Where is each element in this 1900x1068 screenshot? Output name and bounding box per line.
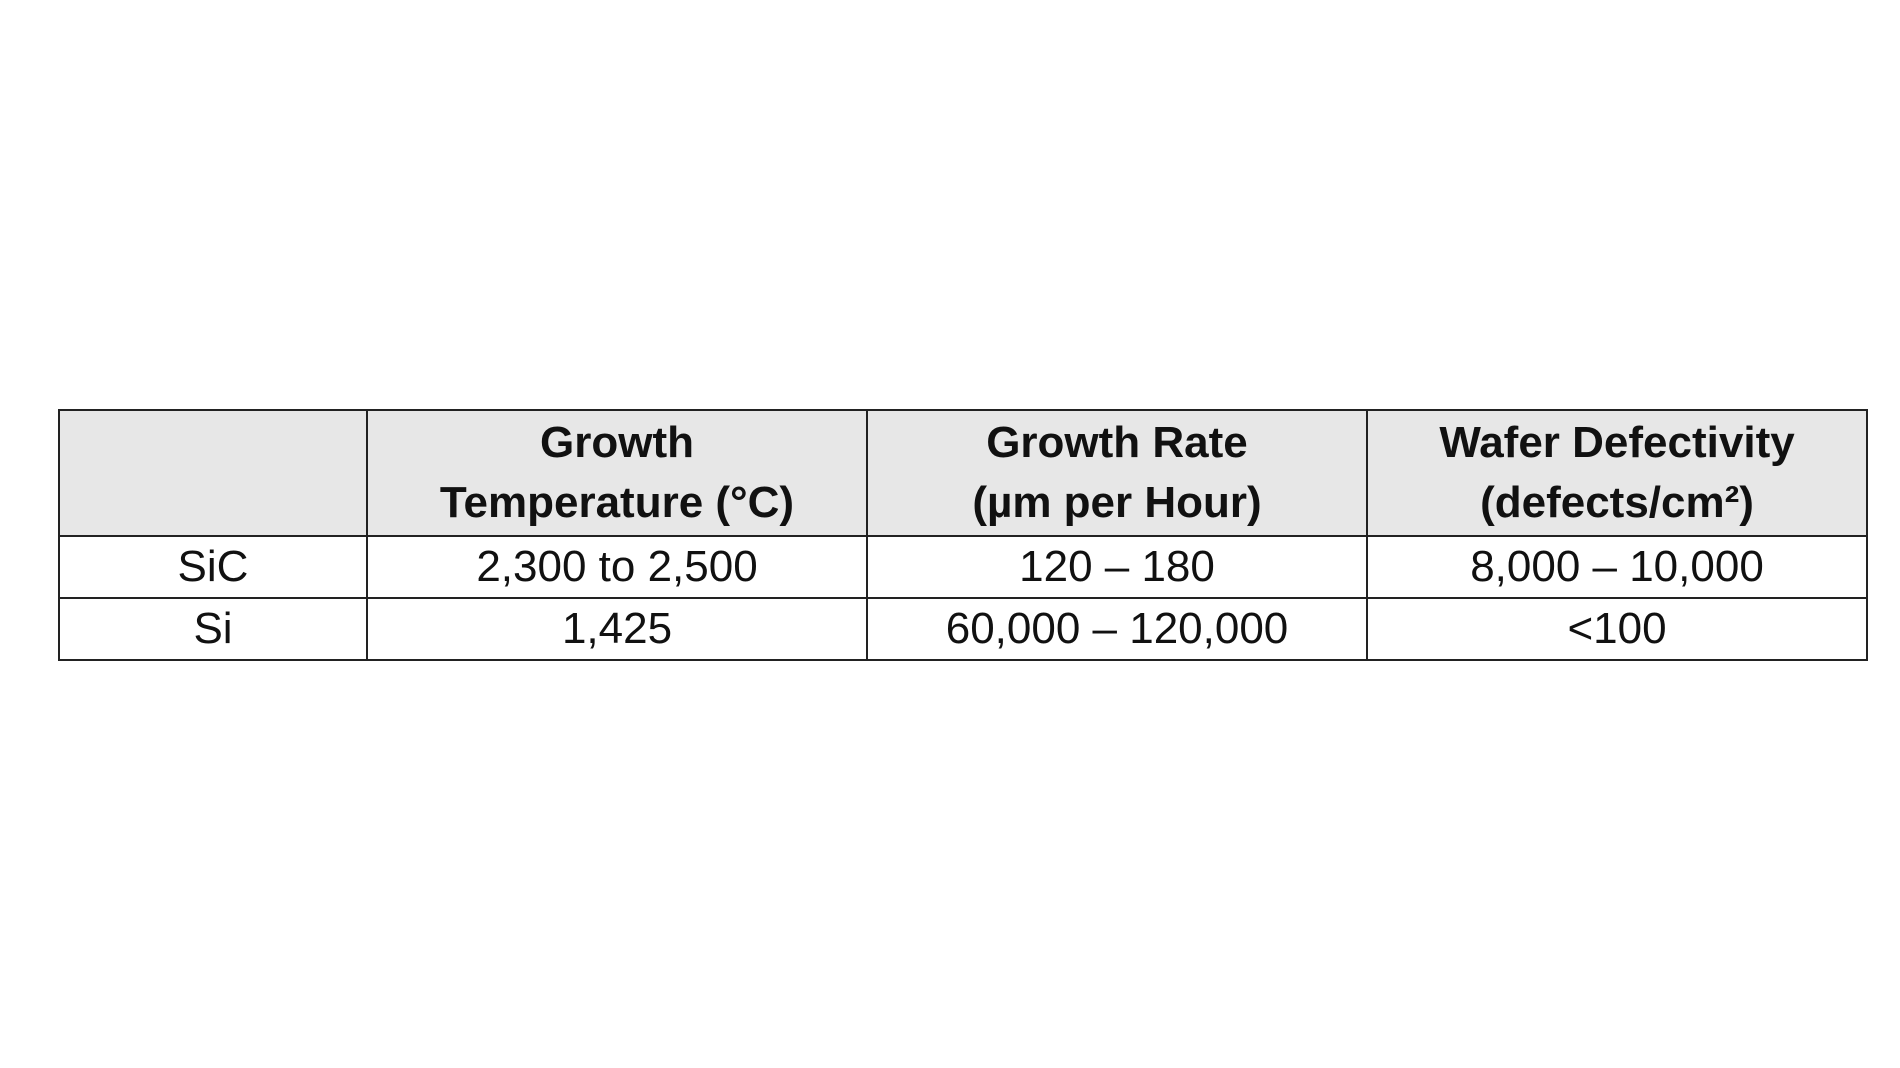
growth-rate-cell: 60,000 – 120,000: [866, 597, 1368, 661]
defectivity-cell: 8,000 – 10,000: [1366, 535, 1868, 599]
header-line: (µm per Hour): [972, 478, 1262, 527]
table-row: SiC 2,300 to 2,500 120 – 180 8,000 – 10,…: [58, 535, 1868, 599]
growth-rate-cell: 120 – 180: [866, 535, 1368, 599]
header-line: (defects/cm²): [1480, 478, 1754, 527]
defectivity-cell: <100: [1366, 597, 1868, 661]
header-row: Growth Temperature (°C) Growth Rate (µm …: [58, 409, 1868, 537]
header-growth-rate: Growth Rate (µm per Hour): [866, 409, 1368, 537]
comparison-table: Growth Temperature (°C) Growth Rate (µm …: [58, 409, 1868, 661]
temperature-cell: 2,300 to 2,500: [366, 535, 868, 599]
header-empty-cell: [58, 409, 368, 537]
header-line: Growth: [540, 418, 694, 467]
header-wafer-defectivity: Wafer Defectivity (defects/cm²): [1366, 409, 1868, 537]
header-line: Temperature (°C): [439, 478, 795, 527]
table-row: Si 1,425 60,000 – 120,000 <100: [58, 597, 1868, 661]
material-cell: Si: [58, 597, 368, 661]
temperature-cell: 1,425: [366, 597, 868, 661]
header-line: Growth Rate: [986, 418, 1248, 467]
material-cell: SiC: [58, 535, 368, 599]
header-growth-temperature: Growth Temperature (°C): [366, 409, 868, 537]
header-line: Wafer Defectivity: [1439, 418, 1795, 467]
